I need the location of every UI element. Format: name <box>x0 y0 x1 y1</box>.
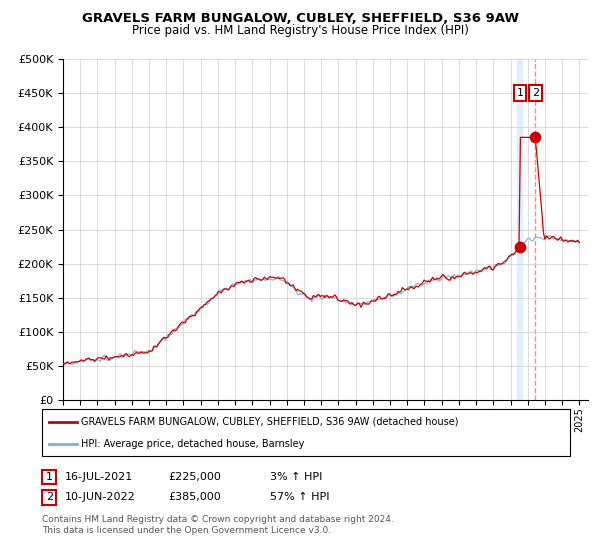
Text: 57% ↑ HPI: 57% ↑ HPI <box>270 492 329 502</box>
Text: GRAVELS FARM BUNGALOW, CUBLEY, SHEFFIELD, S36 9AW: GRAVELS FARM BUNGALOW, CUBLEY, SHEFFIELD… <box>82 12 518 25</box>
Text: Contains HM Land Registry data © Crown copyright and database right 2024.: Contains HM Land Registry data © Crown c… <box>42 515 394 524</box>
Text: 1: 1 <box>517 88 523 98</box>
Text: £225,000: £225,000 <box>168 472 221 482</box>
Point <box>530 133 540 142</box>
Text: 3% ↑ HPI: 3% ↑ HPI <box>270 472 322 482</box>
Text: This data is licensed under the Open Government Licence v3.0.: This data is licensed under the Open Gov… <box>42 526 331 535</box>
Text: 2: 2 <box>532 88 539 98</box>
Text: 10-JUN-2022: 10-JUN-2022 <box>65 492 136 502</box>
Text: £385,000: £385,000 <box>168 492 221 502</box>
Text: 1: 1 <box>46 472 53 482</box>
Point <box>515 242 524 251</box>
Text: Price paid vs. HM Land Registry's House Price Index (HPI): Price paid vs. HM Land Registry's House … <box>131 24 469 36</box>
Text: HPI: Average price, detached house, Barnsley: HPI: Average price, detached house, Barn… <box>81 438 304 449</box>
Text: GRAVELS FARM BUNGALOW, CUBLEY, SHEFFIELD, S36 9AW (detached house): GRAVELS FARM BUNGALOW, CUBLEY, SHEFFIELD… <box>81 417 458 427</box>
Text: 16-JUL-2021: 16-JUL-2021 <box>65 472 133 482</box>
Text: 2: 2 <box>46 492 53 502</box>
Bar <box>517 59 523 400</box>
